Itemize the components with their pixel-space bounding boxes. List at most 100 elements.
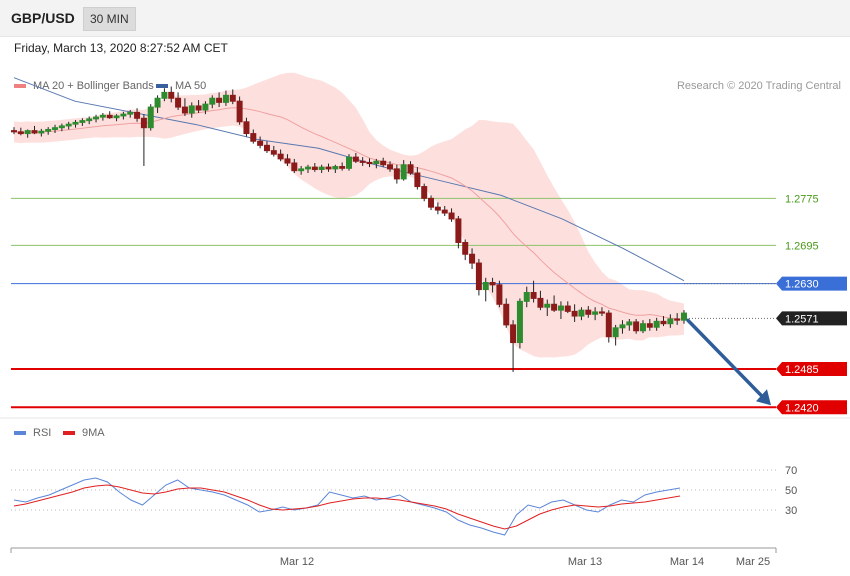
candle	[510, 320, 517, 372]
candle-body	[72, 121, 79, 125]
candle-body	[222, 94, 229, 103]
candle	[585, 306, 592, 318]
candle	[270, 145, 277, 157]
ma20-line	[13, 107, 685, 320]
x-tick-label: Mar 12	[280, 556, 314, 568]
candle	[263, 141, 270, 154]
candle	[564, 301, 571, 314]
candle-body	[140, 117, 147, 129]
candle-body	[11, 130, 17, 133]
candle	[496, 280, 503, 308]
candle	[400, 160, 407, 181]
candle	[530, 280, 537, 303]
candle	[571, 304, 578, 322]
level-label: 1.2695	[785, 240, 819, 252]
candle-body	[339, 166, 346, 169]
candle	[181, 98, 188, 116]
timeframe-button[interactable]: 30 MIN	[83, 7, 136, 31]
candle	[236, 96, 243, 125]
candle-body	[236, 100, 243, 123]
research-credit: Research © 2020 Trading Central	[676, 80, 841, 92]
candle-body	[291, 162, 298, 172]
candle	[202, 101, 209, 115]
candle	[674, 313, 681, 325]
candle	[311, 163, 318, 172]
candle	[72, 120, 79, 128]
candle-body	[681, 312, 687, 321]
candle	[469, 248, 476, 269]
candle-body	[571, 310, 578, 317]
candle	[523, 286, 530, 308]
candle-body	[523, 292, 530, 302]
candle-body	[633, 321, 640, 332]
candle-body	[551, 303, 558, 311]
candle	[339, 162, 346, 171]
candle	[147, 104, 154, 131]
rsi-tick-label: 50	[785, 485, 797, 497]
candle-body	[284, 158, 291, 164]
candle	[619, 320, 626, 334]
candle	[291, 158, 298, 174]
candle	[134, 108, 141, 122]
candle-body	[216, 97, 223, 103]
candle	[113, 114, 120, 122]
candle-body	[24, 130, 31, 135]
chart-timestamp: Friday, March 13, 2020 8:27:52 AM CET	[14, 41, 228, 55]
candle-body	[243, 121, 250, 135]
ma20-legend-label: MA 20 + Bollinger Bands	[33, 80, 154, 92]
candle-body	[352, 156, 359, 162]
level-label-bg	[776, 362, 847, 377]
legend-rsi: RSI	[14, 427, 51, 439]
candle	[93, 114, 100, 123]
candle-body	[168, 91, 175, 99]
candle	[298, 165, 305, 175]
candle-body	[188, 105, 195, 114]
candle-body	[120, 113, 127, 117]
candle	[455, 215, 462, 249]
level-label: 1.2571	[785, 313, 819, 325]
candle-body	[359, 160, 366, 163]
candle-body	[510, 324, 517, 344]
candle	[277, 149, 284, 162]
candle	[332, 164, 339, 174]
candle-body	[93, 116, 100, 120]
candle	[592, 307, 599, 321]
candle-body	[31, 130, 38, 134]
candle	[646, 318, 653, 331]
candle	[605, 310, 612, 343]
candle	[195, 100, 202, 113]
candle-body	[653, 320, 660, 328]
candle-body	[612, 327, 619, 338]
candle	[106, 111, 113, 119]
candle	[257, 136, 264, 149]
level-label-bg	[776, 311, 847, 326]
candle-body	[106, 114, 113, 119]
candle	[489, 277, 496, 293]
level-label: 1.2775	[785, 193, 819, 205]
candle-body	[530, 292, 537, 299]
candle-body	[448, 212, 455, 220]
candle-body	[434, 206, 441, 211]
candle	[161, 88, 168, 102]
candle-body	[175, 97, 182, 108]
candle-body	[147, 106, 154, 129]
candle-body	[428, 197, 435, 208]
level-label: 1.2420	[785, 402, 819, 414]
x-tick-label: Mar 14	[670, 556, 704, 568]
candle-body	[332, 166, 339, 170]
candle	[140, 114, 147, 166]
candle-body	[373, 160, 380, 165]
candle-body	[482, 281, 489, 291]
level-label-bg	[776, 276, 847, 291]
candle	[462, 239, 469, 261]
candle	[222, 90, 229, 106]
candle-body	[202, 103, 209, 111]
candle	[407, 161, 414, 175]
candle	[175, 92, 182, 111]
candle	[660, 316, 667, 327]
candle-body	[475, 262, 482, 291]
candle-body	[674, 318, 681, 321]
ma50-legend-swatch	[156, 84, 168, 88]
candle	[38, 128, 45, 137]
